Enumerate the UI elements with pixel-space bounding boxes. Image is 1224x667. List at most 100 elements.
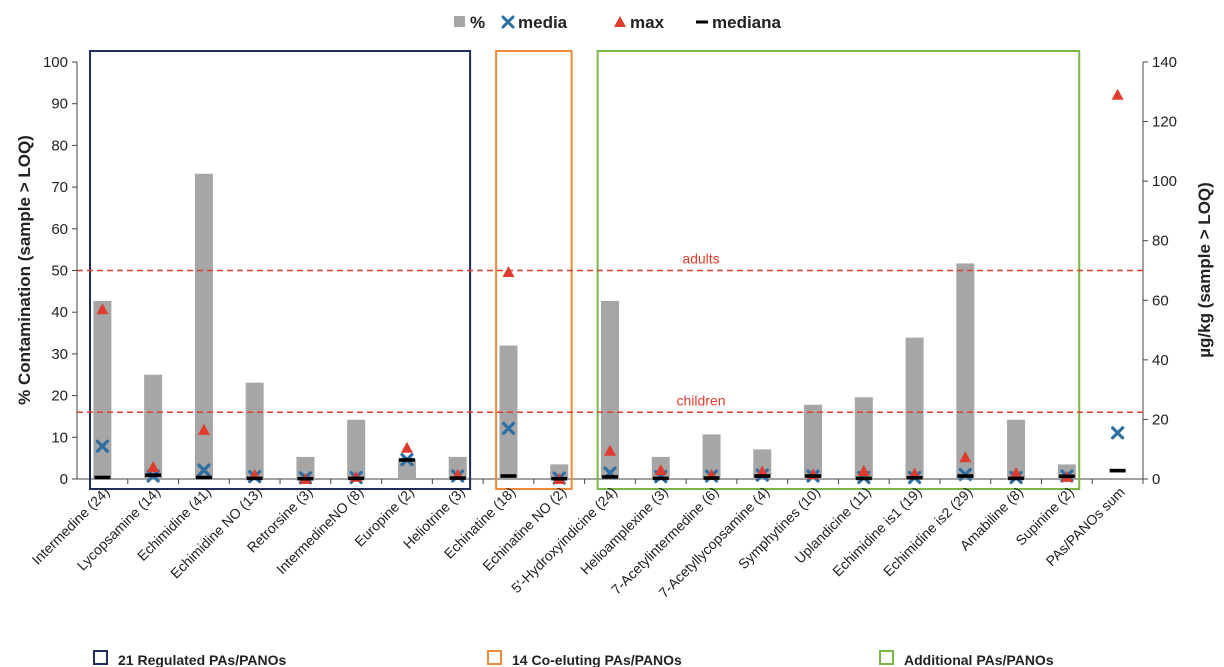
- marker-mediana: [551, 476, 568, 481]
- y-axis-title-right: µg/kg (sample > LOQ): [1195, 182, 1214, 358]
- legend-swatch-percent: [454, 16, 465, 27]
- marker-media: [501, 421, 516, 435]
- group-legend-label: Additional PAs/PANOs: [904, 652, 1054, 667]
- marker-series: [94, 88, 1126, 485]
- marker-mediana: [602, 475, 618, 479]
- marker-mediana: [754, 474, 771, 478]
- category-labels: Intermedine (24)Lycopsamine (14)Echimidi…: [29, 484, 1128, 601]
- bar-percent: [347, 419, 366, 479]
- y-tick-label-right: 40: [1152, 352, 1169, 369]
- y-tick-label-right: 120: [1152, 114, 1177, 131]
- group-legend-swatch-0: [93, 650, 108, 665]
- x-tick-label: Echimidine is2 (29): [880, 484, 976, 580]
- marker-mediana: [652, 476, 669, 481]
- y-tick-label-right: 140: [1152, 54, 1177, 71]
- marker-mediana: [246, 476, 263, 481]
- marker-max: [908, 467, 921, 479]
- y-axis-title-left: % Contamination (sample > LOQ): [15, 135, 34, 405]
- y-tick-label-left: 50: [51, 263, 68, 280]
- bar-percent: [702, 434, 721, 479]
- marker-mediana: [855, 476, 872, 481]
- y-tick-label-left: 90: [51, 96, 68, 113]
- y-tick-label-right: 100: [1152, 173, 1177, 190]
- legend-swatch-media: [501, 15, 515, 29]
- y-tick-label-left: 60: [51, 221, 68, 238]
- marker-mediana: [1008, 476, 1025, 481]
- bar-percent: [956, 263, 975, 479]
- marker-max: [197, 423, 210, 435]
- bar-percent: [93, 300, 112, 479]
- marker-max: [959, 451, 972, 463]
- y-tick-label-left: 0: [60, 471, 68, 488]
- bar-percent: [804, 404, 823, 479]
- y-tick-label-left: 30: [51, 346, 68, 363]
- group-legend-label: 14 Co-eluting PAs/PANOs: [512, 652, 682, 667]
- marker-max: [1010, 467, 1023, 479]
- marker-mediana: [449, 476, 466, 480]
- bar-percent: [194, 173, 213, 480]
- marker-mediana: [1058, 474, 1075, 479]
- group-legend-swatch-1: [487, 650, 502, 665]
- group-legend-swatch-2: [879, 650, 894, 665]
- marker-max: [1111, 88, 1124, 100]
- marker-mediana: [398, 458, 415, 462]
- reference-line-label: adults: [682, 251, 719, 267]
- bar-series: [93, 173, 1076, 480]
- marker-max: [857, 464, 870, 476]
- marker-mediana: [195, 475, 212, 480]
- y-tick-label-right: 60: [1152, 292, 1169, 309]
- y-tick-label-left: 20: [51, 388, 68, 405]
- marker-max: [604, 444, 616, 456]
- reference-line-label: children: [676, 392, 725, 408]
- bar-percent: [1007, 419, 1026, 479]
- group-legend-label: 21 Regulated PAs/PANOs: [118, 652, 287, 667]
- legend-label: %: [470, 13, 485, 32]
- bar-percent: [854, 397, 873, 479]
- x-tick-label: IntermedineNO (8): [273, 484, 366, 577]
- marker-max: [147, 461, 160, 473]
- bar-percent: [144, 374, 163, 479]
- marker-max: [96, 303, 109, 315]
- y-tick-label-right: 80: [1152, 233, 1169, 250]
- bar-percent: [905, 337, 924, 479]
- marker-mediana: [805, 474, 822, 478]
- marker-mediana: [957, 474, 974, 478]
- marker-mediana: [906, 476, 923, 480]
- marker-mediana: [1109, 468, 1126, 473]
- marker-media: [197, 463, 211, 477]
- legend-swatch-mediana: [696, 20, 708, 24]
- chart-legend: % media max mediana: [454, 13, 782, 32]
- marker-mediana: [500, 474, 517, 478]
- chart-axes: 0 10 20 30 40 50 60 70 80 90 100 0 20 40 60 80 100 120 140: [43, 54, 1177, 488]
- marker-media: [1111, 426, 1125, 440]
- y-tick-label-right: 0: [1152, 471, 1160, 488]
- marker-media: [95, 439, 109, 453]
- x-tick-label: Helioamplexine (3): [577, 484, 671, 578]
- bar-percent: [245, 382, 264, 479]
- y-tick-label-right: 20: [1152, 411, 1169, 428]
- legend-label: media: [518, 13, 568, 32]
- marker-mediana: [145, 473, 162, 477]
- marker-max: [400, 441, 413, 453]
- y-tick-label-left: 70: [51, 179, 68, 196]
- legend-label: mediana: [712, 13, 782, 32]
- y-tick-label-left: 10: [51, 429, 68, 446]
- marker-mediana: [94, 475, 111, 480]
- group-legend: 21 Regulated PAs/PANOs 14 Co-eluting PAs/…: [93, 650, 1054, 667]
- marker-max: [756, 465, 769, 477]
- marker-max: [502, 265, 515, 277]
- legend-label: max: [630, 13, 665, 32]
- marker-mediana: [703, 476, 720, 480]
- y-tick-label-left: 40: [51, 304, 68, 321]
- legend-swatch-max: [614, 16, 626, 27]
- x-tick-label: Echimidine NO (13): [167, 484, 265, 582]
- reference-lines: adults children: [77, 251, 1143, 414]
- bar-percent: [601, 300, 619, 479]
- marker-max: [654, 464, 667, 476]
- y-tick-label-left: 100: [43, 54, 68, 71]
- x-tick-label: Echimidine is1 (19): [829, 484, 925, 580]
- bar-percent: [397, 459, 416, 479]
- marker-mediana: [297, 476, 314, 481]
- y-tick-label-left: 80: [51, 137, 68, 154]
